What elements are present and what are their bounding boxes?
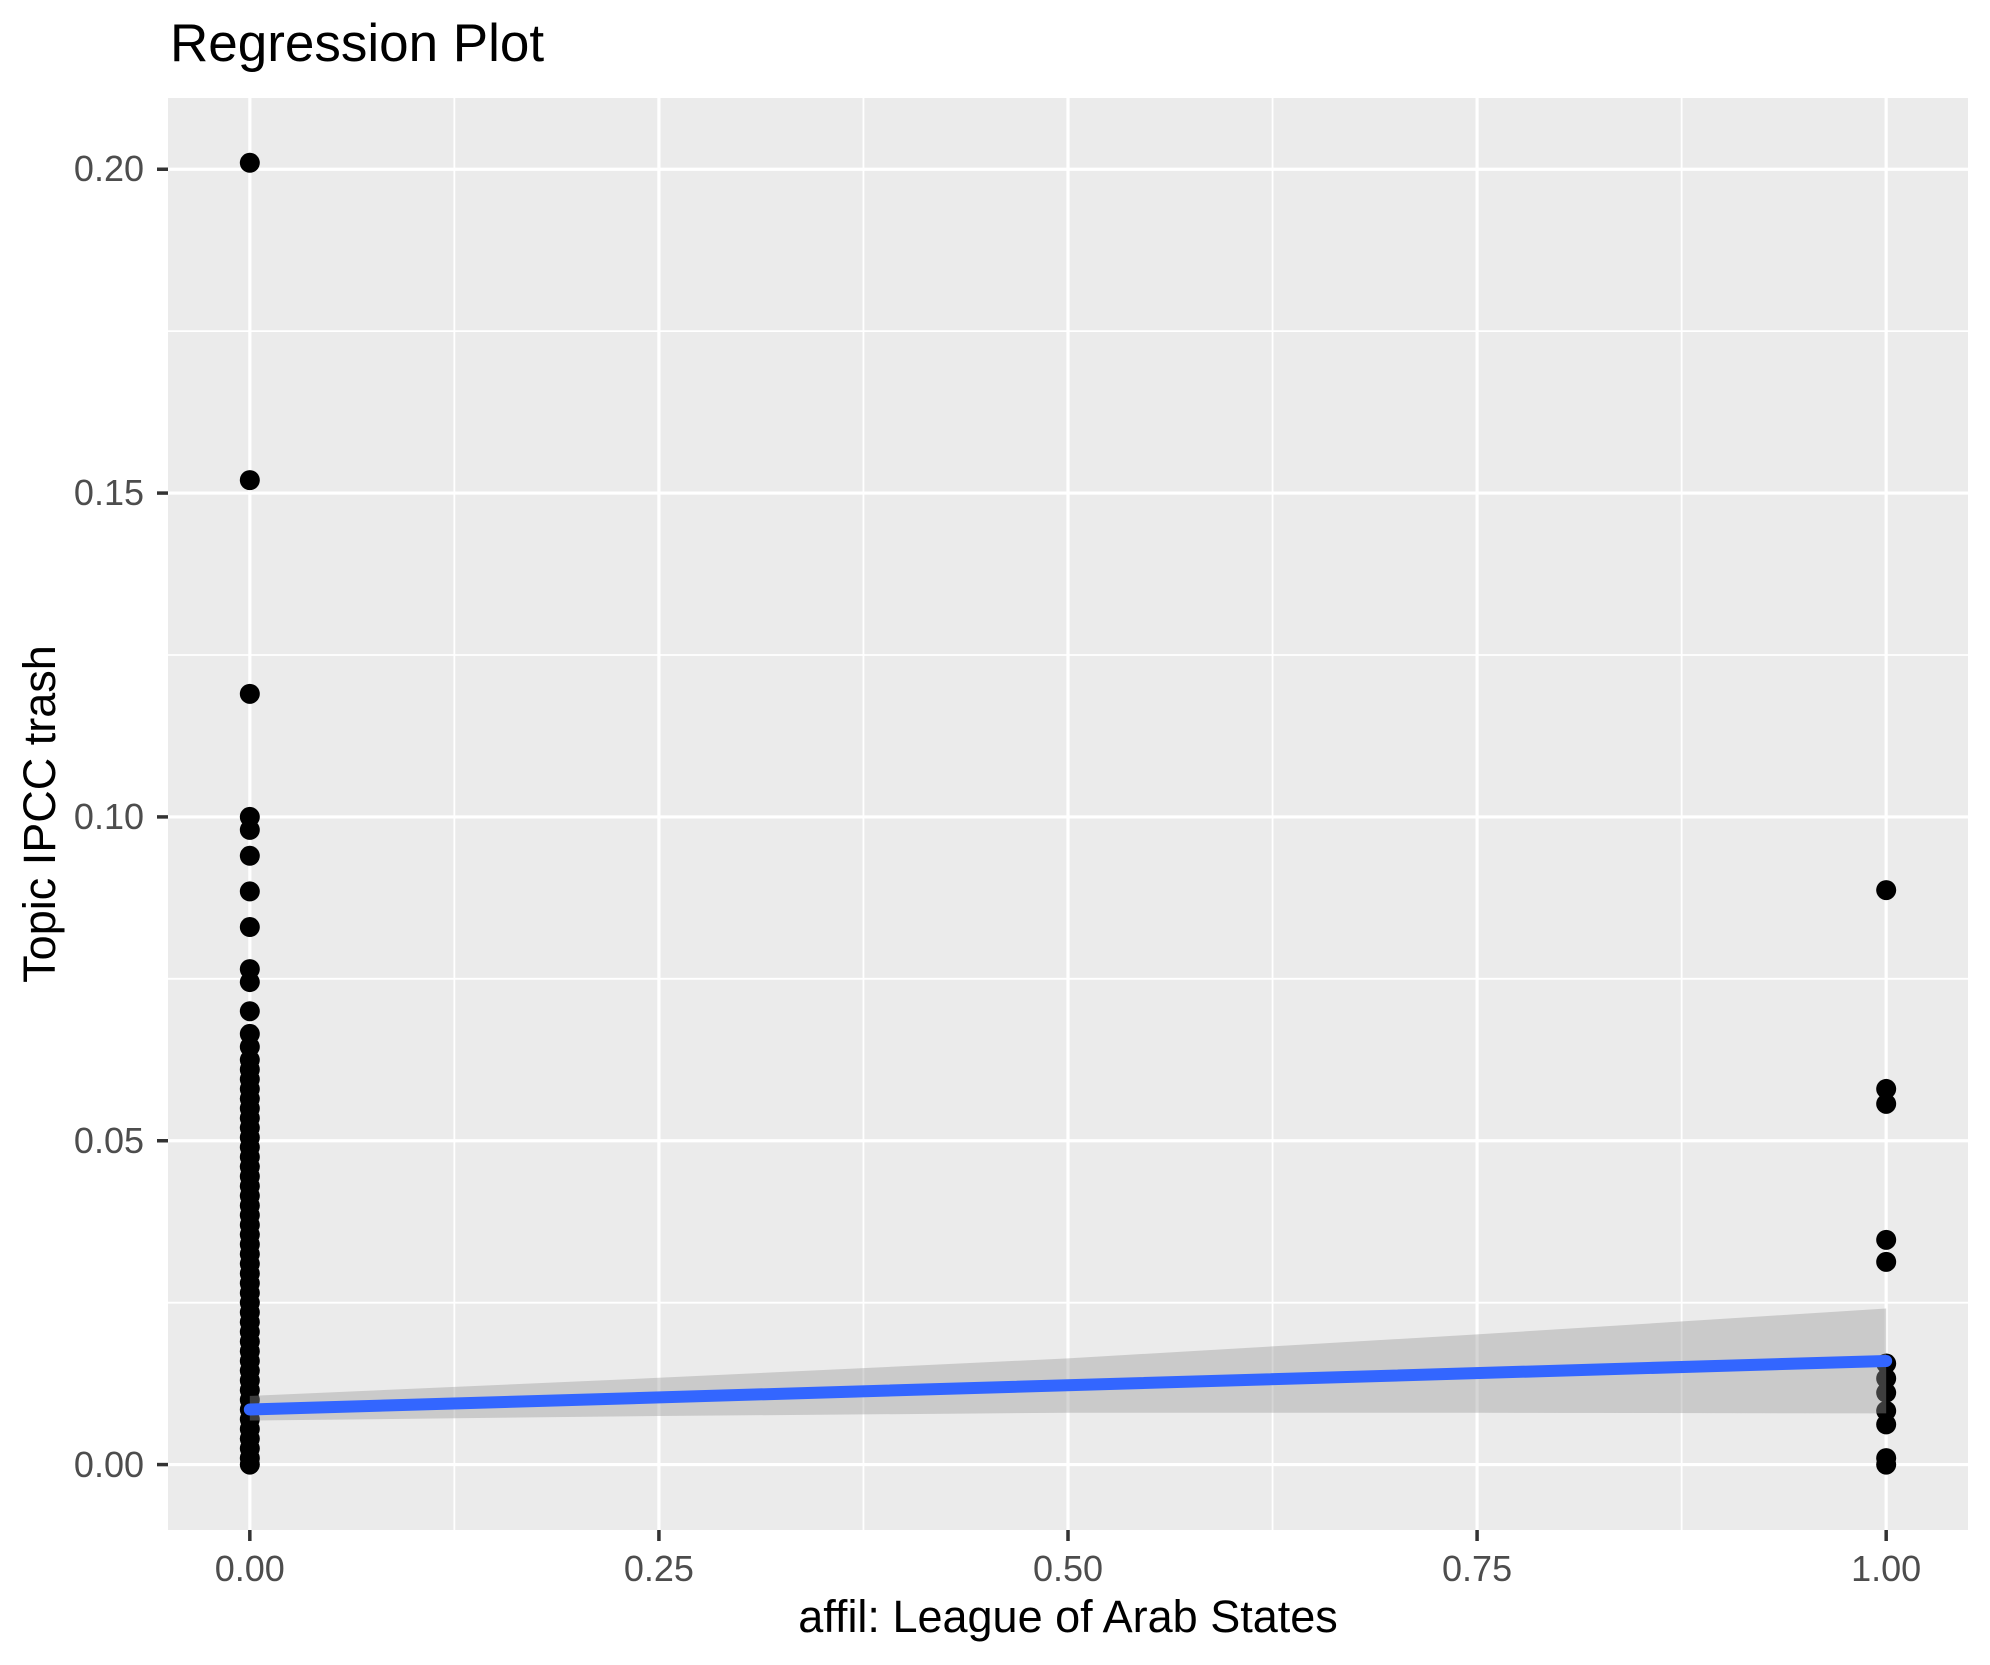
data-point	[239, 470, 260, 491]
data-point	[239, 881, 260, 902]
data-point	[1876, 1368, 1897, 1389]
regression-line	[243, 1354, 1893, 1416]
data-point	[1876, 1382, 1897, 1403]
plot-title: Regression Plot	[170, 14, 545, 73]
y-tick-label: 0.20	[73, 148, 144, 190]
data-point	[239, 819, 260, 840]
x-tick-label: 1.00	[1851, 1548, 1922, 1589]
data-point	[239, 683, 260, 704]
data-point	[1876, 1229, 1897, 1250]
y-tick-label: 0.00	[73, 1443, 144, 1485]
data-point	[239, 972, 260, 993]
x-axis-title: affil: League of Arab States	[798, 1591, 1338, 1642]
x-tick-label: 0.75	[1442, 1548, 1513, 1589]
data-point	[239, 917, 260, 938]
data-point	[1876, 1414, 1897, 1435]
data-point	[239, 1001, 260, 1022]
data-point	[239, 845, 260, 866]
data-point	[239, 1454, 260, 1475]
data-point	[1876, 1251, 1897, 1272]
data-point	[1876, 1093, 1897, 1114]
y-tick-label: 0.05	[73, 1119, 144, 1161]
data-point	[1876, 880, 1897, 901]
data-point	[1876, 1454, 1897, 1475]
x-tick-label: 0.50	[1032, 1548, 1104, 1589]
x-tick-label: 0.25	[623, 1548, 694, 1589]
y-tick-label: 0.10	[73, 795, 144, 837]
data-point	[1876, 1078, 1897, 1099]
y-tick-label: 0.15	[73, 472, 144, 514]
data-point	[239, 152, 260, 173]
x-tick-label: 0.00	[214, 1548, 285, 1589]
